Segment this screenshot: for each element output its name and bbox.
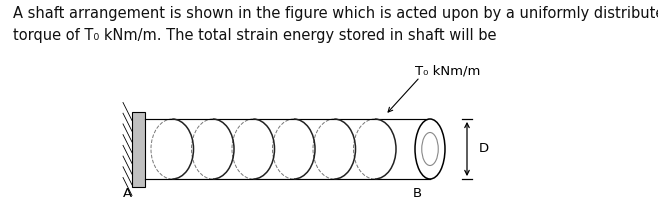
Ellipse shape <box>415 119 445 179</box>
Text: A shaft arrangement is shown in the figure which is acted upon by a uniformly di: A shaft arrangement is shown in the figu… <box>13 6 658 43</box>
Ellipse shape <box>422 133 438 165</box>
Text: A: A <box>122 187 132 200</box>
Text: B: B <box>413 187 422 200</box>
Bar <box>132 111 145 187</box>
Text: D: D <box>479 142 489 156</box>
Text: T₀ kNm/m: T₀ kNm/m <box>415 64 480 77</box>
